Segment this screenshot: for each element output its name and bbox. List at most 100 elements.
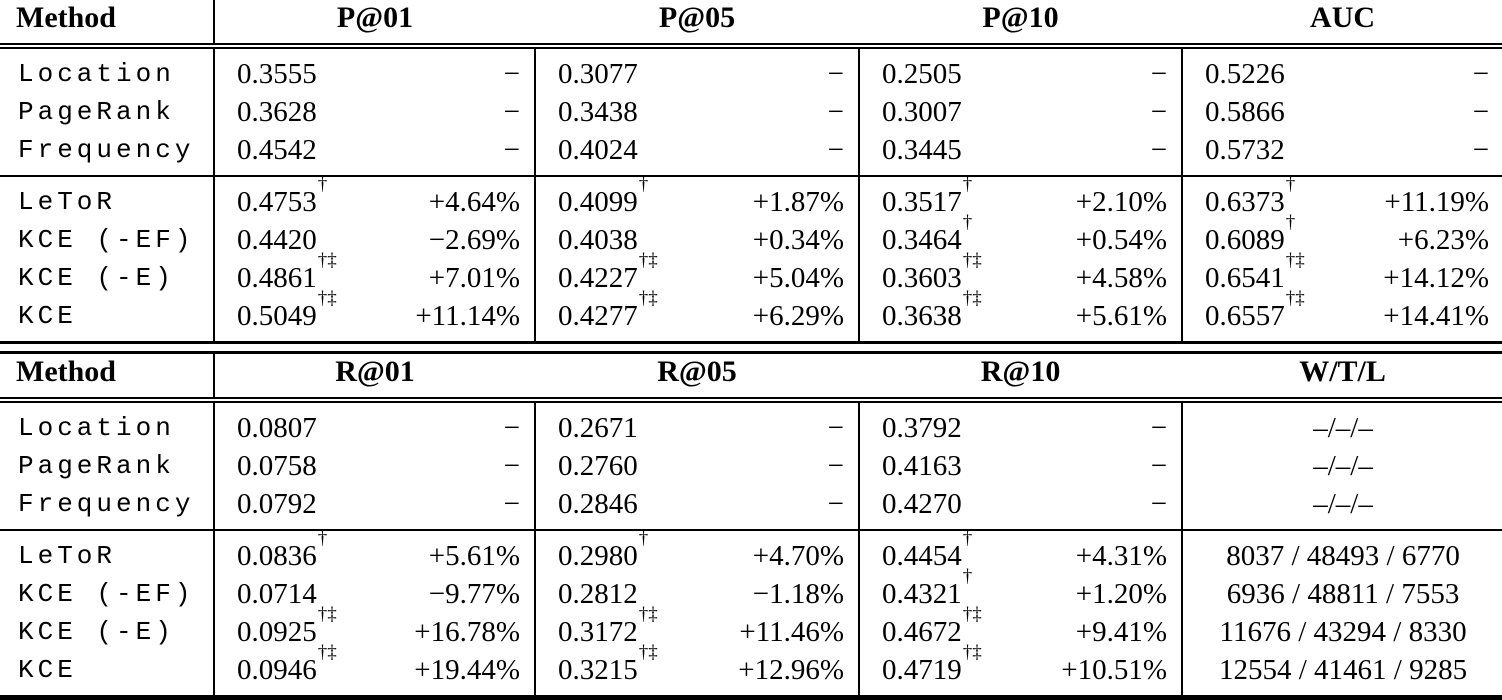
metric-value: 0.3638†‡ <box>858 289 1041 343</box>
p10-column-header: P@10 <box>859 0 1183 49</box>
method-label: KCE (-E) <box>18 617 175 647</box>
metric-value: 0.2812 <box>534 575 717 613</box>
method-label: LeToR <box>0 529 214 575</box>
recall-baseline-rows: Location 0.0807 − 0.2671 − 0.3792 − –/–/… <box>0 400 1502 530</box>
table-row: PageRank 0.3628 − 0.3438 − 0.3007 − 0.58… <box>0 93 1502 131</box>
metric-value: 0.6089† <box>1181 213 1364 259</box>
metric-value: 0.3215†‡ <box>534 643 717 698</box>
metric-delta: − <box>827 412 845 444</box>
metric-delta: +1.87% <box>716 175 860 221</box>
recall-header-row: Method R@01 R@05 R@10 W/T/L <box>0 352 1502 403</box>
metric-delta: − <box>503 134 521 166</box>
significance-marker: † <box>962 174 973 196</box>
metric-value: 0.3445 <box>858 131 1041 176</box>
significance-marker: †‡ <box>962 604 982 626</box>
metric-delta: +6.29% <box>752 300 845 332</box>
metric-value: 0.3077 <box>534 46 717 93</box>
metric-value: 0.0758 <box>213 447 395 485</box>
precision-model-rows: LeToR 0.4753† +4.64% 0.4099† +1.87% 0.35… <box>0 174 1502 343</box>
metric-delta: +12.96% <box>738 654 845 686</box>
metric-value: 0.5226 <box>1181 46 1364 93</box>
win-tie-loss-value: –/–/– <box>1181 400 1502 447</box>
metric-value: 0.2980† <box>534 529 717 575</box>
table-row: KCE (-E) 0.0925†‡ +16.78% 0.3172†‡ +11.4… <box>0 605 1502 651</box>
metric-delta: − <box>1150 450 1168 482</box>
metric-delta: +1.20% <box>1075 578 1168 610</box>
auc-column-header: AUC <box>1182 0 1502 49</box>
metric-delta: − <box>503 450 521 482</box>
metric-value: 0.2505 <box>858 46 1041 93</box>
metric-value: 0.5049†‡ <box>213 289 395 343</box>
metric-delta: −9.77% <box>428 578 521 610</box>
metric-value: 0.3438 <box>534 93 717 131</box>
method-label: Location <box>18 59 175 89</box>
metric-delta: − <box>1472 96 1490 128</box>
method-label: Location <box>18 413 175 443</box>
method-label: PageRank <box>18 451 175 481</box>
significance-marker: †‡ <box>638 604 658 626</box>
table-row: PageRank 0.0758 − 0.2760 − 0.4163 − –/–/… <box>0 447 1502 485</box>
metric-delta: +11.19% <box>1363 175 1502 221</box>
metric-value: 0.0807 <box>213 400 395 447</box>
metric-delta: − <box>827 450 845 482</box>
metric-value: 0.3603†‡ <box>858 251 1041 297</box>
metric-delta: −2.69% <box>428 224 521 256</box>
metric-value: 0.4542 <box>213 131 395 176</box>
metric-value: 0.0792 <box>213 485 395 530</box>
metric-delta: − <box>1150 488 1168 520</box>
method-label: KCE (-E) <box>18 263 175 293</box>
metric-delta: +0.34% <box>752 224 845 256</box>
table-row: KCE 0.5049†‡ +11.14% 0.4277†‡ +6.29% 0.3… <box>0 289 1502 343</box>
metric-delta: − <box>827 58 845 90</box>
metric-value: 0.2760 <box>534 447 717 485</box>
metric-delta: − <box>503 412 521 444</box>
p05-column-header: P@05 <box>535 0 860 49</box>
significance-marker: † <box>638 174 649 196</box>
significance-marker: †‡ <box>1285 250 1305 272</box>
significance-marker: † <box>1285 212 1296 234</box>
significance-marker: † <box>962 566 973 588</box>
metric-delta: − <box>1150 58 1168 90</box>
significance-marker: †‡ <box>317 604 337 626</box>
metric-delta: +4.58% <box>1075 262 1168 294</box>
r05-column-header: R@05 <box>535 352 860 403</box>
table-row: KCE (-E) 0.4861†‡ +7.01% 0.4227†‡ +5.04%… <box>0 251 1502 297</box>
metric-delta: − <box>827 488 845 520</box>
metric-delta: − <box>1150 412 1168 444</box>
metric-value: 0.6373† <box>1181 174 1364 221</box>
metric-value: 0.4038 <box>534 221 717 259</box>
metric-delta: − <box>503 488 521 520</box>
metric-delta: − <box>1472 58 1490 90</box>
metric-delta: − <box>503 96 521 128</box>
metric-value: 0.0925†‡ <box>213 605 395 651</box>
metric-value: 0.4270 <box>858 485 1041 530</box>
table-row: Location 0.0807 − 0.2671 − 0.3792 − –/–/… <box>0 400 1502 447</box>
method-label: KCE <box>18 655 77 685</box>
significance-marker: †‡ <box>962 288 982 310</box>
table-row: LeToR 0.0836† +5.61% 0.2980† +4.70% 0.44… <box>0 528 1502 575</box>
win-tie-loss-value: –/–/– <box>1181 447 1502 485</box>
r10-column-header: R@10 <box>859 352 1183 403</box>
significance-marker: †‡ <box>317 250 337 272</box>
method-label: KCE (-EF) <box>18 225 195 255</box>
method-label: KCE <box>18 301 77 331</box>
win-tie-loss-value: 12554 / 41461 / 9285 <box>1181 651 1502 698</box>
significance-marker: †‡ <box>638 250 658 272</box>
significance-marker: †‡ <box>638 642 658 664</box>
table-row: KCE (-EF) 0.4420 −2.69% 0.4038 +0.34% 0.… <box>0 213 1502 259</box>
metric-value: 0.3628 <box>213 93 395 131</box>
metric-delta: − <box>1472 134 1490 166</box>
significance-marker: †‡ <box>638 288 658 310</box>
metric-delta: +14.41% <box>1383 300 1490 332</box>
metric-value: 0.3792 <box>858 400 1041 447</box>
method-label: Frequency <box>18 489 195 519</box>
metric-value: 0.4321† <box>858 567 1041 613</box>
metric-delta: +14.12% <box>1383 262 1490 294</box>
metric-value: 0.3464† <box>858 213 1041 259</box>
table-row: Frequency 0.0792 − 0.2846 − 0.4270 − –/–… <box>0 485 1502 530</box>
significance-marker: † <box>962 528 973 550</box>
win-tie-loss-value: 6936 / 48811 / 7553 <box>1181 575 1502 613</box>
significance-marker: † <box>1285 174 1296 196</box>
metric-value: 0.5732 <box>1181 131 1364 176</box>
metric-value: 0.4861†‡ <box>213 251 395 297</box>
